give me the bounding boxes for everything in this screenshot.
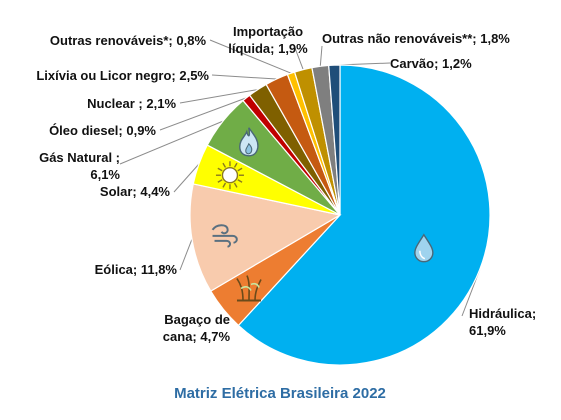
pie-slices	[189, 64, 491, 366]
label-line: Solar; 4,4%	[100, 184, 171, 199]
gas-flame-icon	[239, 127, 259, 157]
slice-carvao	[328, 64, 341, 216]
slice-labels: Hidráulica; 61,9% Bagaço de cana; 4,7% Eólic…	[36, 24, 536, 344]
leader-oleo-diesel	[159, 97, 247, 131]
label-eolica: Eólica; 11,8%	[95, 262, 178, 277]
sugarcane-icon	[236, 275, 262, 302]
label-line: Outras não renováveis**; 1,8%	[322, 31, 510, 46]
label-bagaco-de-cana: Bagaço de cana; 4,7%	[163, 312, 231, 344]
label-line: Carvão; 1,2%	[390, 56, 472, 71]
label-lixivia-ou-licor-negro: Lixívia ou Licor negro; 2,5%	[36, 68, 209, 83]
leader-lixivia-ou-licor-negro	[211, 74, 277, 80]
label-line: cana; 4,7%	[163, 329, 231, 344]
wind-icon	[211, 224, 238, 248]
water-drop-icon	[414, 233, 434, 263]
slice-icons	[211, 127, 434, 302]
leader-outras-nao-renovaveis	[319, 45, 323, 67]
slice-eolica	[189, 183, 342, 292]
label-line: Eólica; 11,8%	[95, 262, 178, 277]
label-hidraulica: Hidráulica; 61,9%	[469, 306, 536, 338]
label-line: líquida; 1,9%	[228, 41, 308, 56]
label-line: Gás Natural ;	[39, 150, 120, 165]
label-gas-natural: Gás Natural ; 6,1%	[39, 150, 120, 182]
label-outras-nao-renovaveis: Outras não renováveis**; 1,8%	[322, 31, 510, 46]
leader-gas-natural	[119, 120, 224, 165]
leader-eolica	[179, 238, 193, 271]
label-outras-renovaveis: Outras renováveis*; 0,8%	[50, 33, 207, 48]
label-line: Óleo diesel; 0,9%	[49, 123, 156, 138]
label-line: Lixívia ou Licor negro; 2,5%	[36, 68, 209, 83]
label-oleo-diesel: Óleo diesel; 0,9%	[49, 123, 156, 138]
label-line: 61,9%	[469, 323, 506, 338]
label-line: Bagaço de	[164, 312, 230, 327]
label-line: Importação	[233, 24, 303, 39]
leader-solar	[173, 163, 200, 193]
label-line: Hidráulica;	[469, 306, 536, 321]
sun-icon	[215, 161, 244, 190]
leader-nuclear	[179, 89, 258, 104]
label-solar: Solar; 4,4%	[100, 184, 171, 199]
label-carvao: Carvão; 1,2%	[390, 56, 472, 71]
label-importacao-liquida: Importação líquida; 1,9%	[228, 24, 308, 56]
label-line: Outras renováveis*; 0,8%	[50, 33, 207, 48]
label-nuclear: Nuclear ; 2,1%	[87, 96, 176, 111]
label-line: Nuclear ; 2,1%	[87, 96, 176, 111]
slice-hidraulica	[237, 64, 491, 366]
leader-importacao-liquida	[294, 47, 304, 70]
chart-title: Matriz Elétrica Brasileira 2022	[174, 385, 386, 402]
leader-outras-renovaveis	[209, 39, 292, 74]
label-line: 6,1%	[90, 167, 120, 182]
